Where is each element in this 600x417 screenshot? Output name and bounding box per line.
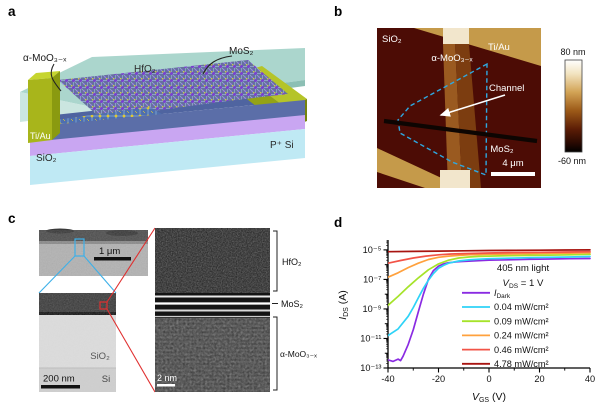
zoom-region-box-blue [74, 238, 85, 257]
y-tick-label: 10⁻⁷ [363, 275, 381, 285]
scale-bar [491, 172, 535, 176]
psi-slab-front [30, 129, 305, 185]
label-mos2: MoS₂ [229, 46, 254, 57]
x-tick-label: 0 [486, 374, 491, 384]
panel-d-letter: d [334, 215, 342, 230]
label-sio2: SiO₂ [382, 34, 402, 45]
panel-b-letter: b [334, 4, 342, 19]
scale-bar-1um [94, 257, 131, 261]
series-curve-4.78 [388, 249, 591, 253]
annotation-vds: VDS = 1 V [503, 278, 545, 290]
label-tiau: Ti/Au [488, 42, 510, 53]
colorbar-max-label: 80 nm [560, 47, 585, 57]
axis-ticks: -40 -20 0 20 40 10⁻¹³ 10⁻¹¹ 10⁻⁹ 10⁻⁷ 10⁻⁵ [360, 240, 595, 384]
tem-midmag-image: SiO₂ Si 200 nm [39, 293, 116, 392]
x-tick-label: -20 [432, 374, 445, 384]
label-amoox: α-MoO₃₋ₓ [431, 53, 473, 64]
zoom-line-blue-left [38, 255, 76, 294]
series-curve-0.24 [388, 251, 591, 279]
zoom-line-blue-right [83, 255, 117, 294]
mos2-pointer-line [202, 55, 233, 75]
label-sio2: SiO₂ [36, 153, 57, 164]
layer-annotations [272, 230, 278, 391]
panel-c-tem-images: c 1 μm SiO₂ Si 200 nm [8, 211, 317, 393]
chart-legend: IDark 0.04 mW/cm² 0.09 mW/cm² 0.24 mW/cm² 0.… [462, 288, 549, 369]
height-colorbar: 80 nm -60 nm [558, 47, 586, 166]
amoox-pointer-line [50, 63, 62, 92]
label-tiau: Ti/Au [30, 131, 51, 141]
label-hfo2: HfO₂ [282, 257, 302, 267]
panel-b-afm-image: b SiO₂ Ti/Au α-MoO₃₋ₓ Channel MoS₂ [334, 4, 586, 188]
zoom-region-box-red [99, 301, 108, 310]
legend-label-0.24: 0.24 mW/cm² [494, 331, 549, 341]
sio2-layer-front [30, 115, 305, 156]
legend-label-0.04: 0.04 mW/cm² [494, 302, 549, 312]
amoox-lattice [58, 60, 288, 118]
hfo2-bracket [273, 230, 278, 292]
panel-d-transfer-chart: d -40 -20 0 20 40 10⁻¹³ 10⁻¹¹ 10⁻⁹ 10⁻⁷ 10⁻⁵ IDar… [334, 215, 595, 404]
label-mos2: MoS₂ [281, 299, 304, 309]
annotation-light: 405 nm light [497, 263, 550, 274]
channel-arrow [439, 94, 506, 117]
scale-bar-2nm-label: 2 nm [157, 373, 177, 383]
left-electrode [28, 71, 60, 143]
scale-bar-label: 4 μm [502, 158, 523, 169]
afm-image: SiO₂ Ti/Au α-MoO₃₋ₓ Channel MoS₂ 4 μm [377, 28, 541, 188]
series-curve-dark [388, 257, 591, 363]
legend-label-4.78: 4.78 mW/cm² [494, 359, 549, 369]
series-curve-0.09 [388, 253, 591, 307]
device-slab-front [30, 100, 305, 144]
x-tick-label: -40 [381, 374, 394, 384]
y-axis-label: IDS (A) [337, 290, 350, 320]
y-tick-label: 10⁻⁵ [363, 245, 382, 255]
legend-label-dark: IDark [494, 288, 511, 300]
panel-a-letter: a [8, 4, 16, 19]
label-hfo2: HfO₂ [134, 64, 156, 75]
label-si: Si [102, 374, 110, 385]
panel-a-schematic: a [8, 4, 307, 185]
scale-bar-200nm-label: 200 nm [43, 374, 75, 385]
tem-lowmag-image: 1 μm [39, 228, 148, 276]
label-mos2: MoS₂ [490, 144, 514, 155]
scale-bar-200nm [41, 385, 80, 389]
label-channel: Channel [489, 83, 524, 94]
label-sio2: SiO₂ [90, 351, 110, 362]
label-psi: P⁺ Si [270, 140, 294, 151]
x-tick-label: 20 [534, 374, 544, 384]
channel-line [383, 118, 538, 144]
x-tick-label: 40 [585, 374, 595, 384]
label-amoox: α-MoO₃₋ₓ [23, 53, 67, 64]
series-curve-0.46 [388, 250, 591, 265]
y-tick-label: 10⁻¹³ [360, 363, 381, 373]
label-amoox: α-MoO₃₋ₓ [280, 349, 317, 359]
tem-hrtem-image: 2 nm [155, 228, 270, 392]
scale-bar-1um-label: 1 μm [99, 246, 120, 257]
series-curve-0.04 [388, 255, 591, 337]
zoom-line-red-bottom [106, 308, 156, 393]
data-curves [388, 249, 591, 363]
x-axis-label: VGS (V) [472, 391, 506, 404]
legend-label-0.46: 0.46 mW/cm² [494, 345, 549, 355]
legend-label-0.09: 0.09 mW/cm² [494, 316, 549, 326]
panel-c-letter: c [8, 211, 16, 226]
amoox-bracket [273, 316, 278, 391]
colorbar-min-label: -60 nm [558, 156, 586, 166]
zoom-line-red-top [106, 227, 156, 303]
y-tick-label: 10⁻⁹ [362, 304, 381, 314]
scale-bar-2nm [157, 384, 175, 387]
y-tick-label: 10⁻¹¹ [360, 334, 381, 344]
